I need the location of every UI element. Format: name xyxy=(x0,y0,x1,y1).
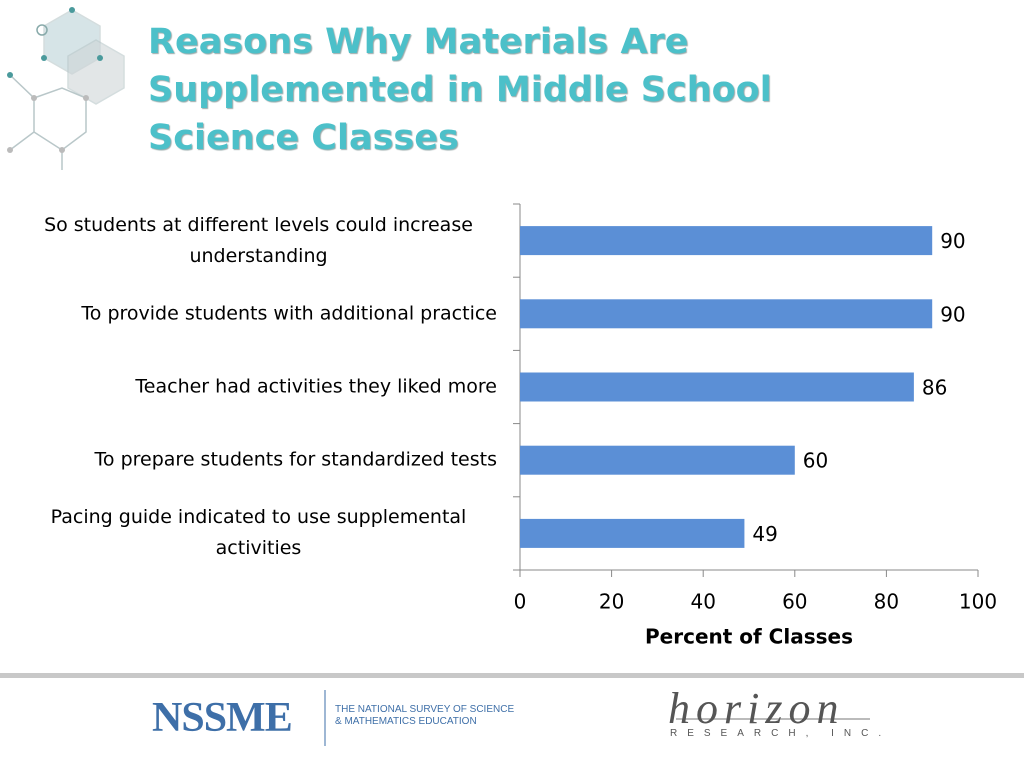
y-tick-label: So students at different levels could in… xyxy=(44,213,473,267)
y-tick-label: To prepare students for standardized tes… xyxy=(94,448,497,471)
x-axis-label: Percent of Classes xyxy=(645,625,853,649)
bar xyxy=(520,445,795,475)
bar xyxy=(520,372,914,402)
slide-title: Reasons Why Materials Are Supplemented i… xyxy=(148,22,772,158)
x-tick-label: 100 xyxy=(959,590,997,614)
footer-band xyxy=(0,673,1024,678)
x-tick-label: 60 xyxy=(782,590,807,614)
x-tick-label: 40 xyxy=(690,590,715,614)
hex-decoration xyxy=(9,9,125,170)
logo: NSSME xyxy=(152,695,293,741)
value-label: 60 xyxy=(803,449,828,473)
y-tick-label: Pacing guide indicated to use supplement… xyxy=(50,506,467,560)
bar xyxy=(520,299,933,329)
x-tick-label: 20 xyxy=(599,590,624,614)
value-label: 86 xyxy=(922,376,947,400)
hex-nodes xyxy=(7,7,103,153)
value-label: 49 xyxy=(752,522,777,546)
logo-caption: THE NATIONAL SURVEY OF SCIENCE & MATHEMA… xyxy=(335,704,515,727)
x-tick-label: 0 xyxy=(514,590,527,614)
bar xyxy=(520,226,933,256)
partner-logo: horizon xyxy=(668,684,845,733)
value-label: 90 xyxy=(940,229,965,253)
x-tick-label: 80 xyxy=(874,590,899,614)
y-tick-label: To provide students with additional prac… xyxy=(81,302,497,325)
value-label: 90 xyxy=(940,302,965,326)
y-tick-label: Teacher had activities they liked more xyxy=(135,375,497,398)
partner-caption: RESEARCH, INC. xyxy=(670,728,892,739)
bar xyxy=(520,518,745,548)
